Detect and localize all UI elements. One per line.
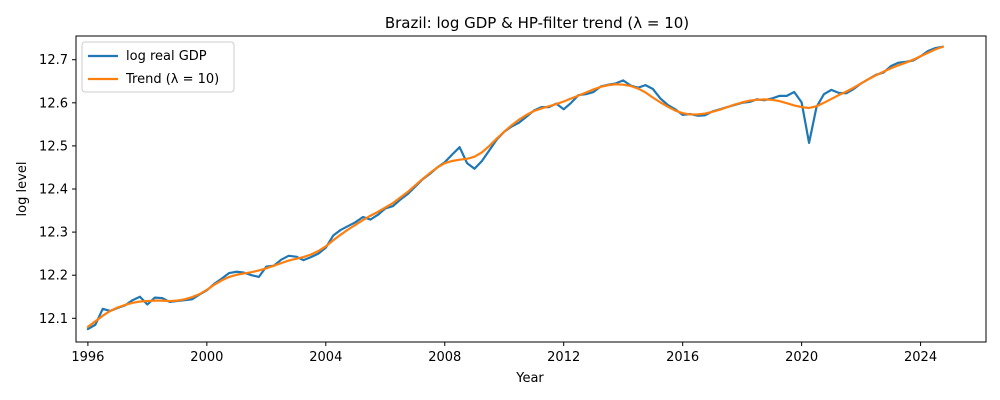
- legend-label-trend: Trend (λ = 10): [125, 72, 219, 87]
- x-axis-label: Year: [515, 371, 544, 386]
- y-tick-label: 12.7: [39, 53, 68, 68]
- y-axis-label: log level: [15, 162, 30, 217]
- series-line-trend: [86, 45, 944, 329]
- x-tick-label: 2004: [309, 350, 342, 365]
- legend: log real GDP Trend (λ = 10): [81, 41, 235, 93]
- y-tick-label: 12.6: [39, 96, 68, 111]
- x-tick-label: 2016: [666, 350, 699, 365]
- legend-frame: [81, 41, 235, 93]
- y-tick-label: 12.3: [39, 226, 68, 241]
- x-tick-label: 2008: [428, 350, 461, 365]
- y-tick-label: 12.2: [39, 269, 68, 284]
- y-tick-label: 12.4: [39, 183, 68, 198]
- y-axis-ticks: 12.1 12.2 12.3 12.4 12.5 12.6 12.7: [39, 53, 76, 327]
- legend-label-gdp: log real GDP: [126, 49, 207, 64]
- x-tick-label: 1996: [71, 350, 104, 365]
- chart-title: Brazil: log GDP & HP-filter trend (λ = 1…: [385, 14, 689, 32]
- y-tick-label: 12.1: [39, 312, 68, 327]
- series-line-gdp: [86, 45, 944, 331]
- x-axis-ticks: 1996 2000 2004 2008 2012 2016 2020 2024: [71, 342, 937, 365]
- x-tick-label: 2000: [190, 350, 223, 365]
- y-tick-label: 12.5: [39, 139, 68, 154]
- x-tick-label: 2012: [547, 350, 580, 365]
- x-tick-label: 2020: [785, 350, 818, 365]
- plot-frame: [75, 35, 987, 343]
- x-tick-label: 2024: [904, 350, 937, 365]
- plot-lines: [86, 45, 944, 331]
